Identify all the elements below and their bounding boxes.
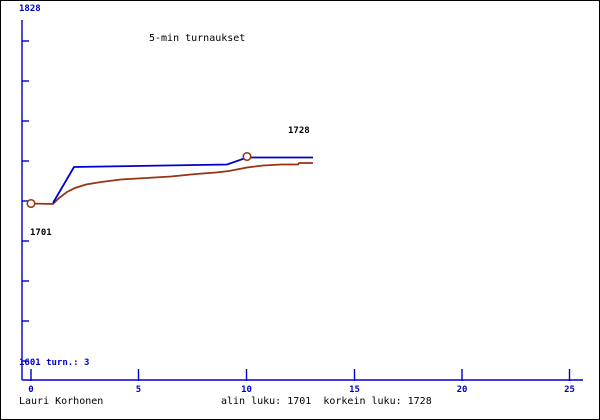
x-tick-label: 0 [28, 385, 33, 395]
x-tick-label: 25 [564, 385, 575, 395]
data-point-marker [242, 151, 252, 162]
peak-value-annotation: 1728 [288, 126, 310, 136]
data-point-marker [26, 198, 36, 209]
series-line-brown [30, 162, 313, 205]
x-tick-label: 5 [136, 385, 141, 395]
footer-stats-label: alin luku: 1701 korkein luku: 1728 [221, 396, 432, 407]
y-axis-max-label: 1828 [19, 4, 41, 14]
player-name-label: Lauri Korhonen [19, 396, 104, 407]
x-tick-label: 20 [457, 385, 468, 395]
x-tick-label: 10 [241, 385, 252, 395]
x-tick-label: 15 [349, 385, 360, 395]
series-line-blue [52, 156, 313, 204]
chart-title: 5-min turnaukset [149, 33, 246, 44]
start-value-annotation: 1701 [30, 228, 52, 238]
y-axis-min-and-count-label: 1601 turn.: 3 [19, 358, 90, 368]
